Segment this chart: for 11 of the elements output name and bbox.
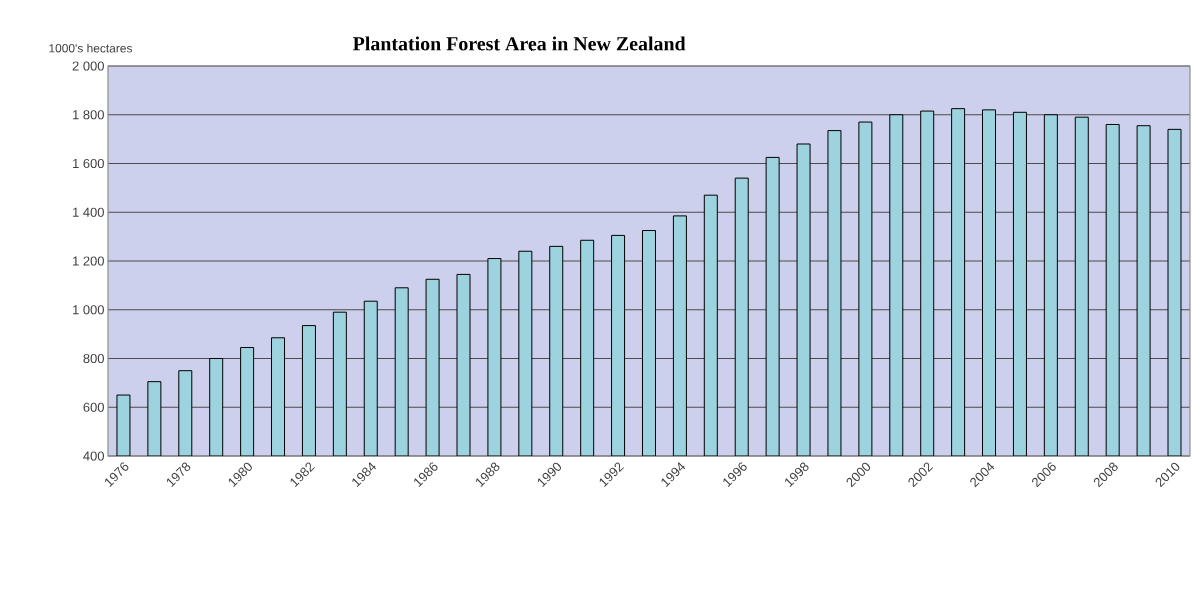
chart-title: Plantation Forest Area in New Zealand bbox=[352, 36, 686, 51]
y-tick-label: 400 bbox=[83, 451, 104, 461]
y-tick-label: 1 000 bbox=[73, 305, 104, 315]
y-tick-label: 1 400 bbox=[73, 207, 104, 217]
y-axis-title: 1000's hectares bbox=[49, 43, 133, 53]
y-tick-label: 2 000 bbox=[72, 61, 104, 71]
y-tick-label: 1 600 bbox=[73, 158, 104, 169]
y-tick-label: 600 bbox=[83, 402, 104, 412]
y-tick-label: 1 800 bbox=[73, 110, 104, 120]
y-tick-label: 1 200 bbox=[73, 256, 104, 266]
y-tick-label: 800 bbox=[83, 353, 104, 364]
